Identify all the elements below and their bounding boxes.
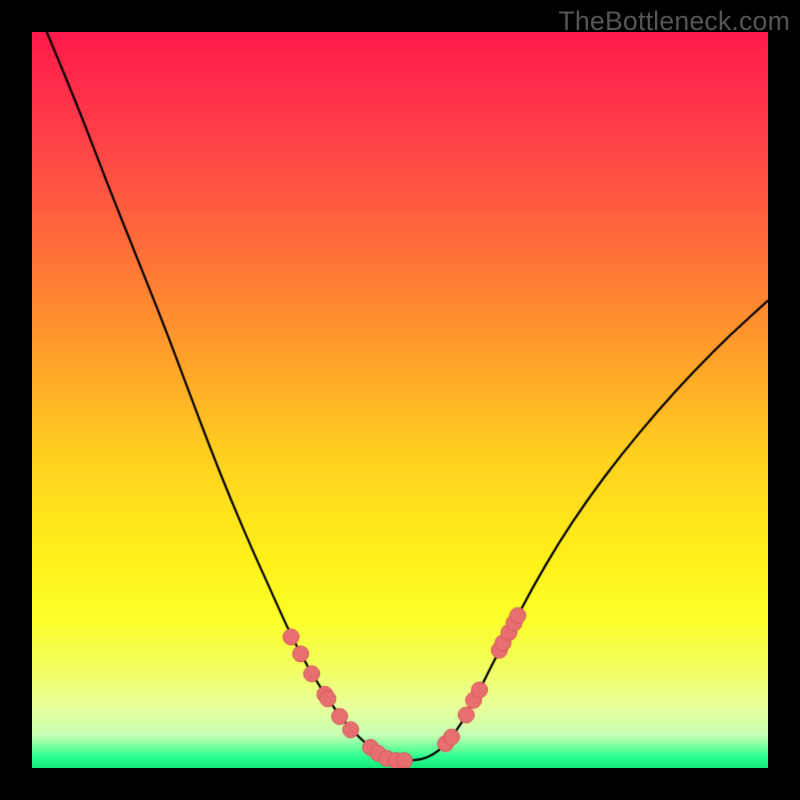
chart-canvas [32,32,768,768]
plot-area [32,32,768,768]
chart-frame: TheBottleneck.com [0,0,800,800]
